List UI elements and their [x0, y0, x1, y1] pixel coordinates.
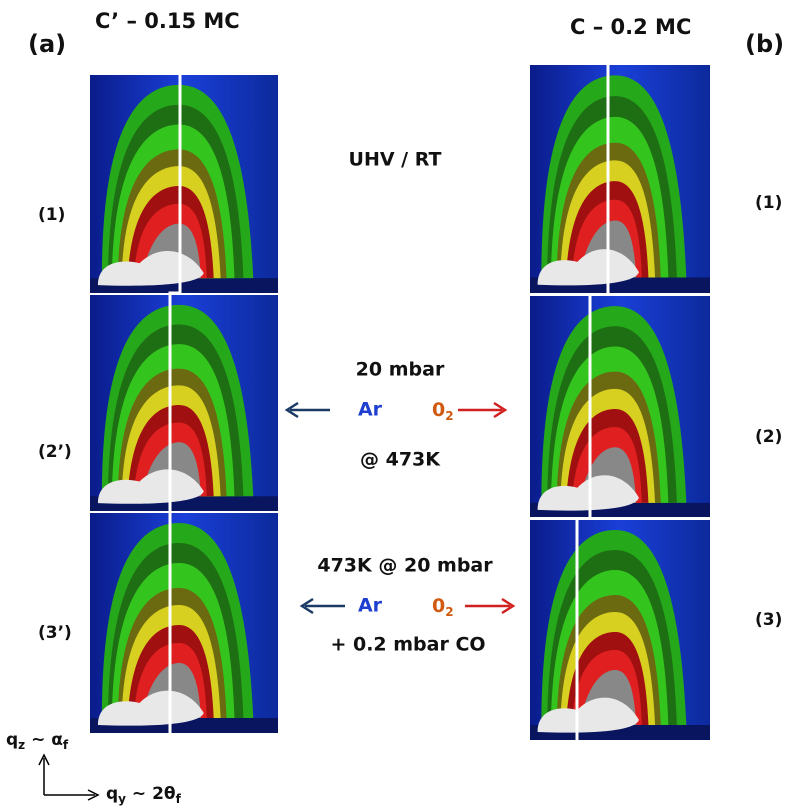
axis-arrow-head — [87, 789, 100, 801]
gas: Ar — [358, 595, 383, 617]
gas: 02 — [432, 595, 454, 619]
arrow-head — [284, 401, 299, 419]
pattern-b2 — [530, 296, 710, 518]
axis-subscript: f — [63, 738, 69, 752]
row-label: (2’) — [38, 442, 72, 462]
axis-symbol: ~ α — [25, 730, 63, 750]
row-label: (2) — [755, 427, 782, 447]
condition: 20 mbar — [356, 359, 445, 381]
arrow-head — [501, 597, 516, 615]
gas-subscript: 2 — [445, 409, 453, 423]
axis-subscript: f — [176, 792, 182, 806]
axis-arrow-head — [38, 753, 50, 766]
axis-subscript: y — [118, 792, 126, 806]
pattern-b3 — [530, 520, 710, 740]
pattern-a1 — [90, 75, 278, 293]
gas-symbol: 0 — [432, 595, 445, 617]
panel-title: C – 0.2 MC — [570, 15, 691, 39]
gas-subscript: 2 — [445, 605, 453, 619]
axis-symbol: ~ 2θ — [126, 784, 176, 804]
condition: @ 473K — [360, 449, 441, 471]
row-label: (3) — [755, 610, 782, 630]
row-label: (1) — [38, 205, 65, 225]
axis-label: qy ~ 2θf — [106, 784, 182, 806]
gas: Ar — [358, 399, 383, 421]
gas: 02 — [432, 399, 454, 423]
axis-label: qz ~ αf — [6, 730, 69, 752]
condition: + 0.2 mbar CO — [330, 634, 485, 656]
condition: UHV / RT — [349, 149, 442, 171]
pattern-a2 — [90, 295, 278, 511]
row-label: (3’) — [38, 623, 72, 643]
condition: 473K @ 20 mbar — [317, 555, 493, 577]
panel-title: C’ – 0.15 MC — [95, 9, 240, 33]
arrow-head — [493, 401, 508, 419]
pattern-b1 — [530, 65, 710, 293]
axis-symbol: q — [6, 730, 18, 750]
arrow-head — [299, 597, 314, 615]
panel-label: (b) — [745, 30, 784, 58]
axis-subscript: z — [18, 738, 25, 752]
row-label: (1) — [755, 193, 782, 213]
panel-label: (a) — [28, 30, 66, 58]
pattern-a3 — [90, 513, 278, 733]
axis-symbol: q — [106, 784, 118, 804]
gas-symbol: 0 — [432, 399, 445, 421]
